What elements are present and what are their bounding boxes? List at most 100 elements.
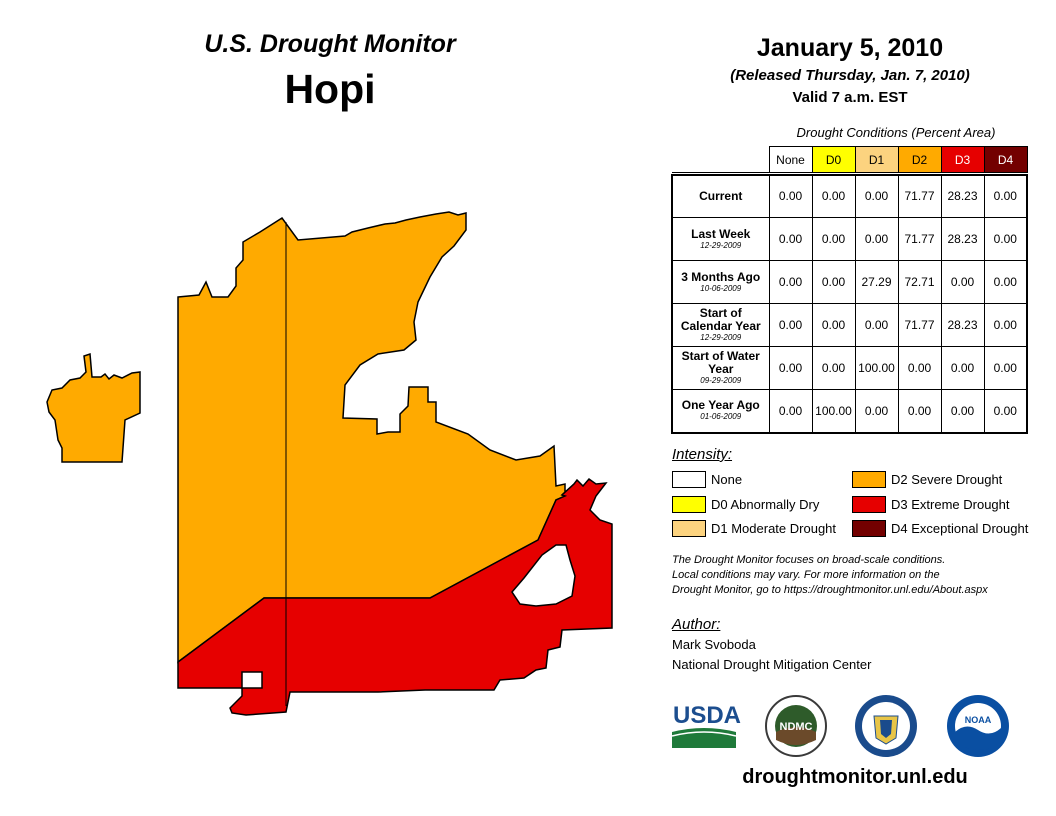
monitor-title: U.S. Drought Monitor (204, 30, 456, 58)
legend-swatch (672, 471, 706, 488)
ndmc-logo-icon: NDMC (765, 695, 827, 757)
row-label: Start of Water Year 09-29-2009 (671, 346, 770, 390)
row-label: Last Week 12-29-2009 (671, 217, 770, 261)
table-cell: 0.00 (811, 174, 856, 218)
table-cell: 28.23 (940, 174, 985, 218)
table-cell: 0.00 (854, 389, 899, 433)
map-hole-south (241, 671, 263, 689)
table-row: Start of Calendar Year 12-29-2009 0.00 0.00… (671, 303, 1028, 347)
row-date: 12-29-2009 (700, 333, 742, 342)
legend-item: D4 Exceptional Drought (852, 520, 1028, 537)
table-cell: 0.00 (983, 303, 1028, 347)
usda-logo-text: USDA (673, 702, 741, 729)
noaa-logo-text: NOAA (965, 715, 992, 725)
table-cell: 71.77 (897, 303, 942, 347)
row-label: Start of Calendar Year 12-29-2009 (671, 303, 770, 347)
legend-item: None (672, 471, 742, 488)
author-name: Mark Svoboda (672, 637, 756, 652)
table-row: Start of Water Year 09-29-2009 0.00 0.00 100… (671, 346, 1028, 390)
legend-item: D0 Abnormally Dry (672, 496, 819, 513)
table-cell: 0.00 (983, 389, 1028, 433)
table-row: 3 Months Ago 10-06-2009 0.00 0.00 27.29 72.71… (671, 260, 1028, 304)
row-label: One Year Ago 01-06-2009 (671, 389, 770, 433)
column-header-d4: D4 (983, 146, 1028, 173)
table-cell: 28.23 (940, 217, 985, 261)
table-cell: 0.00 (811, 217, 856, 261)
legend-label: D0 Abnormally Dry (711, 497, 820, 512)
region-title: Hopi (284, 66, 376, 112)
table-cell: 0.00 (768, 389, 813, 433)
table-cell: 71.77 (897, 217, 942, 261)
disclaimer-line-2: Local conditions may vary. For more info… (672, 569, 940, 581)
table-caption: Drought Conditions (Percent Area) (796, 125, 996, 140)
table-cell: 0.00 (811, 303, 856, 347)
legend-swatch (852, 496, 886, 513)
table-row: Current 0.00 0.00 0.00 71.77 28.23 0.00 (671, 174, 1028, 218)
website-url[interactable]: droughtmonitor.unl.edu (742, 766, 968, 788)
row-label-text: Start of Water Year (681, 349, 760, 376)
table-cell: 0.00 (768, 346, 813, 390)
table-cell: 0.00 (940, 260, 985, 304)
legend-label: D2 Severe Drought (891, 472, 1003, 487)
legend-label: D3 Extreme Drought (891, 497, 1010, 512)
table-cell: 0.00 (940, 389, 985, 433)
table-cell: 0.00 (983, 174, 1028, 218)
agency-logos: USDA NDMC NOAA (671, 695, 1009, 757)
legend-label: D4 Exceptional Drought (891, 521, 1029, 536)
table-cell: 0.00 (897, 346, 942, 390)
table-cell: 0.00 (811, 346, 856, 390)
row-label: Current (671, 174, 770, 218)
legend-swatch (672, 520, 706, 537)
table-cell: 100.00 (811, 389, 856, 433)
row-label-text: Last Week (691, 226, 751, 241)
table-cell: 0.00 (854, 303, 899, 347)
table-cell: 0.00 (854, 217, 899, 261)
map-hole-east (511, 544, 576, 607)
author-label: Author: (672, 616, 721, 633)
table-cell: 28.23 (940, 303, 985, 347)
row-date: 09-29-2009 (700, 376, 742, 385)
commerce-seal-icon (855, 695, 917, 757)
column-header-d0: D0 (811, 146, 856, 173)
table-cell: 71.77 (897, 174, 942, 218)
legend-swatch (852, 520, 886, 537)
legend-label: None (711, 472, 743, 487)
table-cell: 0.00 (768, 303, 813, 347)
drought-map (46, 211, 613, 716)
row-label-text: One Year Ago (681, 398, 760, 413)
map-region-main-d2 (177, 211, 575, 664)
row-label-text: Current (699, 188, 743, 203)
noaa-logo-icon: NOAA (947, 695, 1009, 757)
table-cell: 0.00 (854, 174, 899, 218)
column-header-d3: D3 (940, 146, 985, 173)
table-header-divider (672, 172, 1027, 176)
release-date: (Released Thursday, Jan. 7, 2010) (730, 67, 970, 84)
drought-conditions-table: None D0 D1 D2 D3 D4 Current 0.00 0.00 0.00 71.77 2… (671, 146, 1028, 434)
usda-logo-icon: USDA (671, 702, 741, 748)
row-label-text: Start of Calendar Year (680, 306, 761, 333)
table-cell: 0.00 (811, 260, 856, 304)
disclaimer: The Drought Monitor focuses on broad-sca… (672, 553, 1042, 598)
valid-time: Valid 7 a.m. EST (792, 89, 908, 106)
legend-item: D3 Extreme Drought (852, 496, 1010, 513)
row-date: 01-06-2009 (700, 412, 742, 422)
disclaimer-line-1: The Drought Monitor focuses on broad-sca… (672, 554, 946, 566)
table-cell: 0.00 (768, 260, 813, 304)
table-corner (672, 147, 769, 173)
table-cell: 72.71 (897, 260, 942, 304)
table-cell: 0.00 (983, 217, 1028, 261)
table-cell: 0.00 (940, 346, 985, 390)
map-region-west-d2 (46, 352, 141, 463)
intensity-label: Intensity: (672, 446, 733, 463)
legend-item: D2 Severe Drought (852, 471, 1002, 488)
legend-item: D1 Moderate Drought (672, 520, 836, 537)
column-header-d1: D1 (854, 146, 899, 173)
table-cell: 0.00 (983, 260, 1028, 304)
disclaimer-line-3: Drought Monitor, go to https://droughtmo… (672, 584, 988, 596)
column-header-none: None (768, 146, 813, 173)
column-header-d2: D2 (897, 146, 942, 173)
table-cell: 27.29 (854, 260, 899, 304)
row-label: 3 Months Ago 10-06-2009 (671, 260, 770, 304)
table-cell: 100.00 (854, 346, 899, 390)
row-label-text: 3 Months Ago (681, 269, 761, 284)
